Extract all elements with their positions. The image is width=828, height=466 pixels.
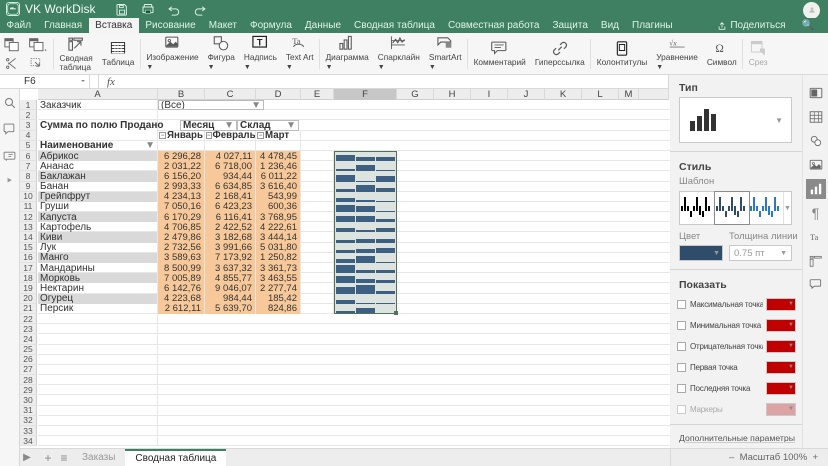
svg-text:Ta: Ta: [810, 233, 818, 242]
svg-text:Ω: Ω: [715, 43, 723, 55]
svg-text:√x: √x: [669, 39, 677, 48]
svg-text:T: T: [257, 37, 263, 47]
